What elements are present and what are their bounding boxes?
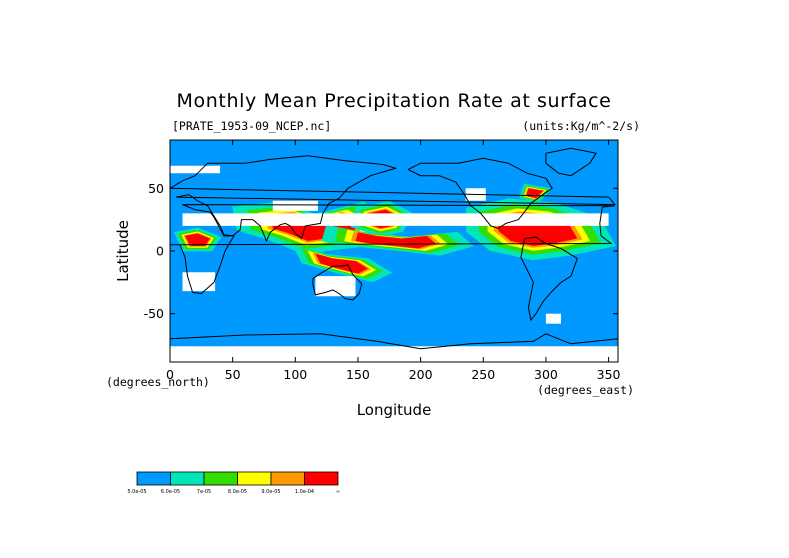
colorbar-label-2: 7e-05 xyxy=(197,489,211,495)
x-tick-label-0: 0 xyxy=(166,367,174,382)
colorbar-label-4: 9.0e-05 xyxy=(261,489,280,495)
colorbar-swatch-2 xyxy=(203,471,238,486)
missing-patch-3 xyxy=(272,200,318,211)
missing-patch-6 xyxy=(545,313,561,324)
y-axis-label: Latitude xyxy=(114,220,132,282)
coastline-north-america xyxy=(407,157,553,229)
precip-core-5 xyxy=(185,233,211,246)
coastline-eurasia xyxy=(170,155,616,243)
missing-patch-4 xyxy=(170,165,221,174)
colorbar-label-0: 5.0e-05 xyxy=(127,489,146,495)
x-axis-label: Longitude xyxy=(357,401,432,419)
file-label: [PRATE_1953-09_NCEP.nc] xyxy=(172,119,331,133)
chart-title: Monthly Mean Precipitation Rate at surfa… xyxy=(177,90,612,112)
colorbar-swatch-0 xyxy=(136,471,171,486)
x-tick-label-100: 100 xyxy=(283,367,307,382)
colorbar-swatch-5 xyxy=(304,471,339,486)
y-axis-ticks: 50 0 -50 xyxy=(144,181,618,321)
map-plot-area xyxy=(170,140,618,362)
missing-patch-2 xyxy=(315,276,356,297)
missing-patch-7 xyxy=(170,346,618,362)
colorbar-swatch-1 xyxy=(170,471,205,486)
colorbar-label-1: 6.0e-05 xyxy=(161,489,180,495)
x-tick-label-150: 150 xyxy=(346,367,370,382)
colorbar-swatch-3 xyxy=(237,471,272,486)
y-tick-label-0: 0 xyxy=(156,244,164,259)
coastlines xyxy=(170,147,618,350)
y-tick-label--50: -50 xyxy=(144,306,164,321)
coastline-australia xyxy=(312,264,363,301)
coastline-south-america xyxy=(520,236,578,322)
y-unit-label: (degrees_north) xyxy=(106,375,210,389)
x-tick-label-350: 350 xyxy=(597,367,621,382)
x-tick-label-300: 300 xyxy=(534,367,558,382)
x-unit-label: (degrees_east) xyxy=(537,383,634,397)
x-tick-label-50: 50 xyxy=(225,367,241,382)
x-axis-ticks: 0 50 100 150 200 250 300 350 xyxy=(166,140,621,382)
precip-core-4 xyxy=(315,253,368,274)
missing-data-patches xyxy=(170,165,618,362)
x-tick-label-200: 200 xyxy=(409,367,433,382)
colorbar-label-3: 8.0e-05 xyxy=(228,489,247,495)
y-tick-label-50: 50 xyxy=(148,181,164,196)
colorbar-swatch-4 xyxy=(270,471,305,486)
colorbar-label-6: ∞ xyxy=(336,489,340,495)
colorbar: 5.0e-05 6.0e-05 7e-05 8.0e-05 9.0e-05 1.0e-04… xyxy=(127,471,340,495)
colorbar-label-5: 1.0e-04 xyxy=(295,489,314,495)
units-label: (units:Kg/m^-2/s) xyxy=(522,119,640,133)
x-tick-label-250: 250 xyxy=(471,367,495,382)
missing-patch-8 xyxy=(470,215,491,226)
coastline-antarctica xyxy=(170,333,618,350)
coastline-greenland xyxy=(545,147,597,177)
coastline-africa xyxy=(170,204,615,295)
missing-patch-1 xyxy=(182,213,609,226)
